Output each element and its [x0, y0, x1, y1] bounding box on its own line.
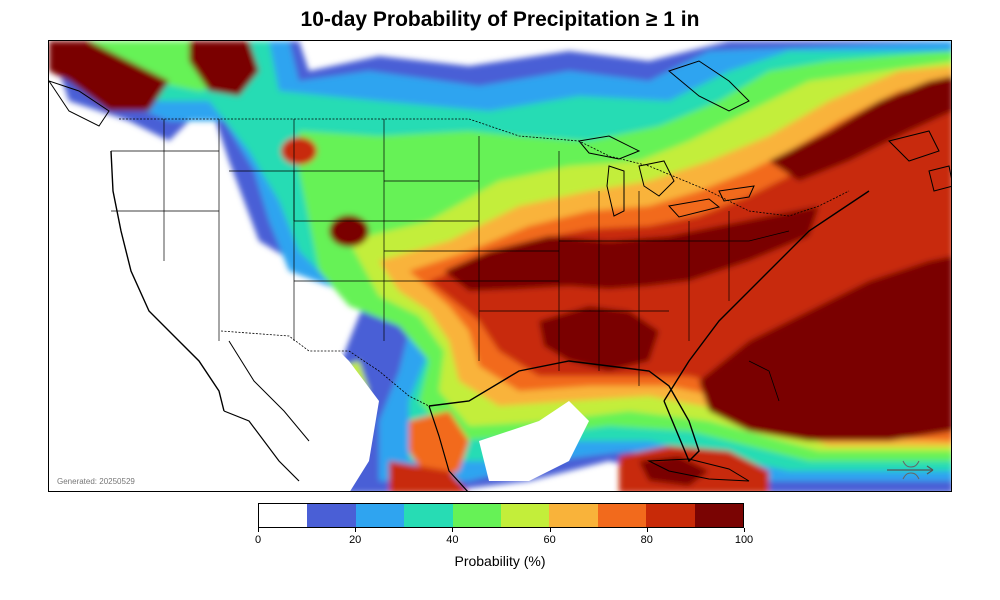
dry-areas — [49, 141, 589, 491]
colorbar-ticks: 0 20 40 60 80 100 — [254, 528, 753, 548]
colorbar-tick-mark — [646, 528, 648, 532]
colorbar-tick-label: 100 — [734, 534, 754, 546]
map-canvas — [49, 41, 951, 491]
colorbar-tick-label: 40 — [446, 534, 459, 546]
boundaries — [49, 60, 951, 491]
colorbar-tick-mark — [549, 528, 551, 532]
colorbar-segment — [597, 504, 647, 527]
chart-title: 10-day Probability of Precipitation ≥ 1 … — [300, 8, 700, 31]
colorbar-segment — [452, 504, 502, 527]
colorbar-segment — [501, 504, 550, 527]
colorbar-segment — [549, 504, 598, 527]
colorbar-segment — [259, 504, 308, 527]
colorbar-tick-label: 60 — [543, 534, 556, 546]
colorbar-segment — [646, 504, 695, 527]
colorbar-tick-mark — [258, 528, 259, 532]
colorbar-tick-mark — [355, 528, 357, 532]
colorbar-tick-label: 80 — [640, 534, 653, 546]
colorbar-segment — [404, 504, 453, 527]
logo-icon — [887, 460, 934, 480]
colorbar-label: Probability (%) — [454, 553, 546, 569]
probability-field — [49, 41, 951, 491]
colorbar-tick-label: 0 — [254, 534, 262, 546]
precipitation-map[interactable]: Generated: 20250529 — [48, 40, 952, 492]
colorbar — [258, 503, 744, 528]
colorbar-segment — [307, 504, 356, 527]
colorbar-tick-mark — [744, 528, 745, 532]
colorbar-tick-mark — [452, 528, 454, 532]
colorbar-tick-label: 20 — [349, 534, 362, 546]
colorbar-segment — [694, 504, 744, 527]
colorbar-segment — [355, 504, 405, 527]
generated-timestamp: Generated: 20250529 — [57, 477, 135, 486]
